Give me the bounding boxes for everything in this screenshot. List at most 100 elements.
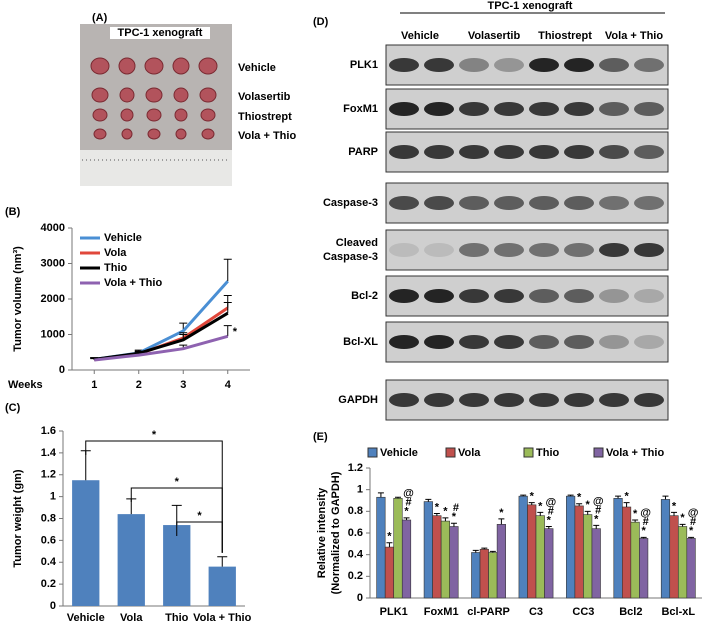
error-bar [472, 549, 479, 553]
significance-mark: * [175, 476, 180, 488]
group-label: Volasertib [238, 91, 291, 103]
tumor [201, 128, 215, 140]
error-bar [520, 494, 527, 497]
significance-mark: @ [403, 488, 414, 500]
significance-mark: * [197, 510, 202, 522]
tumor [173, 87, 189, 103]
bar [518, 495, 528, 599]
significance-mark: # [643, 516, 649, 528]
legend-label: Vola [458, 447, 481, 459]
significance-mark: * [530, 491, 535, 503]
band [494, 196, 524, 210]
panel-label: (E) [313, 431, 328, 443]
band [599, 289, 629, 303]
x-tick-label: 2 [136, 379, 142, 391]
band [494, 289, 524, 303]
tumor [118, 57, 136, 75]
y-tick-label: 2000 [41, 293, 65, 305]
panel-label: (D) [313, 16, 329, 28]
error-bar [80, 450, 91, 481]
bar [393, 498, 403, 599]
group-label: Vola + Thio [238, 130, 296, 142]
group-label: Thiostrept [238, 111, 292, 123]
bar [432, 515, 442, 599]
bar [163, 525, 191, 606]
band [599, 145, 629, 159]
x-tick-label: Bcl-xL [661, 606, 695, 618]
y-tick-label: 0.4 [41, 556, 57, 568]
significance-mark: @ [688, 507, 699, 519]
error-bar [623, 502, 630, 507]
bar [535, 515, 545, 599]
tumor [145, 87, 163, 103]
tumors [90, 57, 218, 140]
error-bar [386, 542, 393, 548]
significance-mark: * [642, 525, 647, 537]
bar [686, 538, 696, 599]
band [634, 58, 664, 72]
y-tick-label: 3000 [41, 257, 65, 269]
band [424, 393, 454, 407]
band [529, 196, 559, 210]
band [564, 102, 594, 116]
error-bar [537, 511, 544, 516]
significance-mark: * [443, 506, 448, 518]
significance-mark: * [499, 507, 504, 519]
legend-label: Vola + Thio [606, 447, 664, 459]
row-label: Bcl-2 [351, 290, 378, 302]
panel-label: (A) [92, 12, 108, 24]
tumor [172, 57, 190, 75]
error-bar [576, 503, 583, 506]
significance-mark: * [452, 511, 457, 523]
significance-mark: # [548, 505, 554, 517]
band [389, 145, 419, 159]
bar [660, 499, 671, 599]
row-label: Bcl-XL [343, 336, 378, 348]
tumor [147, 128, 161, 140]
error-bar [640, 536, 647, 539]
error-bar [593, 524, 600, 529]
significance-mark: * [689, 525, 694, 537]
y-tick-label: 0 [59, 364, 65, 376]
error-bar [688, 536, 695, 539]
row-label: Cleaved [336, 237, 378, 249]
tumor [198, 57, 218, 75]
y-tick-label: 0.6 [41, 534, 56, 546]
bar [449, 526, 459, 599]
error-bar [615, 495, 622, 499]
significance-mark: * [152, 429, 157, 441]
legend-label: Thio [104, 262, 127, 274]
x-tick-label: Vola + Thio [193, 612, 251, 624]
band [459, 335, 489, 349]
x-tick-label: Bcl2 [619, 606, 642, 618]
row-label: FoxM1 [343, 103, 378, 115]
significance-mark: * [387, 531, 392, 543]
error-bar [223, 302, 232, 314]
band [634, 289, 664, 303]
x-tick-label: 1 [91, 379, 97, 391]
row-label: PARP [348, 146, 378, 158]
band [529, 145, 559, 159]
significance-mark: # [690, 516, 696, 528]
bar [639, 538, 649, 599]
error-bar [528, 502, 535, 505]
legend-swatch [445, 447, 456, 458]
band [389, 102, 419, 116]
significance-bracket [176, 521, 223, 553]
band [494, 393, 524, 407]
tumor [90, 57, 110, 75]
band [634, 393, 664, 407]
legend-swatch [367, 447, 378, 458]
error-bar [567, 494, 574, 497]
x-tick-label: CC3 [572, 606, 594, 618]
significance-mark: * [680, 512, 685, 524]
tumor [92, 108, 108, 122]
legend-swatch [523, 447, 534, 458]
y-tick-label: 0.2 [41, 578, 56, 590]
error-bar [489, 550, 496, 553]
error-bar [481, 547, 488, 550]
band [634, 145, 664, 159]
legend-label: Vehicle [380, 447, 418, 459]
group-label: Thiostrept [538, 30, 592, 42]
significance-mark: # [595, 504, 601, 516]
